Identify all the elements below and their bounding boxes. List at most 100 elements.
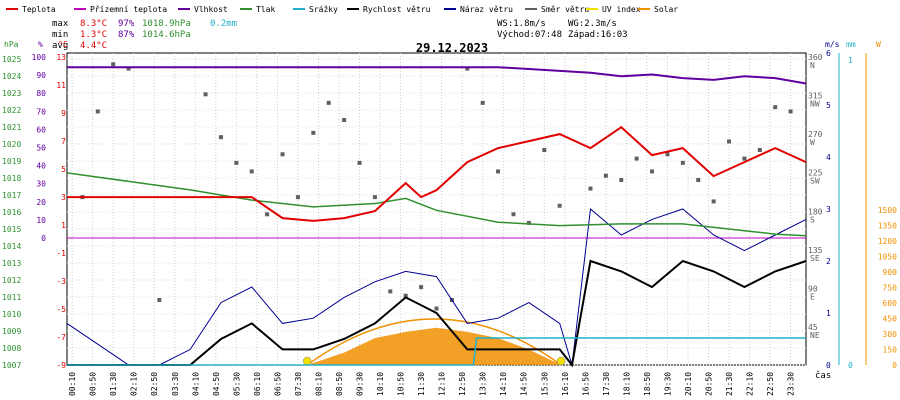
time-tick-label: 13:30: [479, 372, 488, 396]
time-tick-label: 08:10: [314, 372, 323, 396]
wind-direction-point: [357, 160, 362, 165]
time-tick-label: 02:50: [150, 372, 159, 396]
sunrise-marker: [302, 356, 312, 366]
stats-block: max 8.3°C 97% 1018.9hPa 0.2mm min 1.3°C …: [52, 19, 628, 51]
wind-direction-point: [280, 152, 285, 157]
time-tick-label: 10:10: [376, 372, 385, 396]
time-tick-label: 23:30: [787, 372, 796, 396]
time-tick-label: 04:10: [191, 372, 200, 396]
wind-direction-point: [665, 152, 670, 157]
pct-tick-label: 100: [32, 53, 47, 62]
stat-sunset: Západ:16:03: [568, 30, 628, 40]
wind-direction-point: [403, 293, 408, 298]
wind-direction-point: [95, 109, 100, 114]
legend-label-1: Přízemní teplota: [90, 5, 167, 14]
hpa-tick-label: 1011: [2, 293, 21, 302]
legend: Teplota Přízemní teplota Vlhkost Tlak Srážky…: [6, 5, 678, 14]
ms-tick-label: 5: [826, 101, 831, 110]
stat-wg: WG:2.3m/s: [568, 19, 617, 29]
w-tick-label: 300: [883, 330, 898, 339]
c-tick-label: 1: [61, 221, 66, 230]
hpa-tick-label: 1014: [2, 242, 21, 251]
w-tick-label: 1200: [878, 237, 897, 246]
wind-direction-point: [680, 160, 685, 165]
hpa-tick-label: 1025: [2, 55, 21, 64]
legend-label-9: Solar: [654, 5, 678, 14]
dir-tick-card: SW: [810, 177, 820, 186]
wind-direction-point: [419, 285, 424, 290]
time-tick-label: 00:10: [68, 372, 77, 396]
time-tick-label: 18:10: [622, 372, 631, 396]
wind-direction-point: [496, 169, 501, 174]
hpa-tick-label: 1024: [2, 72, 21, 81]
dir-tick-card: W: [810, 138, 815, 147]
hpa-tick-label: 1012: [2, 276, 21, 285]
legend-label-7: Směr větru: [541, 5, 589, 14]
pct-tick-label: 50: [36, 144, 46, 153]
dir-tick-card: E: [810, 292, 815, 301]
wind-direction-point: [588, 186, 593, 191]
time-tick-label: 10:50: [397, 372, 406, 396]
stat-avg-temp: 4.4°C: [80, 41, 107, 51]
mm-tick-label: 0: [848, 361, 853, 370]
dir-tick-deg: 45: [808, 323, 818, 332]
wind-direction-point: [311, 130, 316, 135]
ms-tick-label: 1: [826, 309, 831, 318]
wind-direction-point: [526, 220, 531, 225]
w-tick-label: 1050: [878, 253, 897, 262]
w-tick-label: 600: [883, 299, 898, 308]
ms-tick-label: 3: [826, 205, 831, 214]
legend-label-2: Vlhkost: [194, 5, 228, 14]
pct-tick-label: 20: [36, 198, 46, 207]
time-axis-label: čas: [815, 370, 831, 381]
time-tick-label: 11:30: [417, 372, 426, 396]
dir-tick-card: NW: [810, 100, 820, 109]
hpa-tick-label: 1013: [2, 259, 21, 268]
dir-tick-deg: 360: [808, 53, 823, 62]
pct-tick-label: 90: [36, 71, 46, 80]
time-tick-label: 15:30: [540, 372, 549, 396]
hpa-tick-label: 1017: [2, 191, 21, 200]
hpa-tick-label: 1007: [2, 361, 21, 370]
c-tick-label: 9: [61, 109, 66, 118]
wind-direction-point: [218, 135, 223, 140]
time-tick-label: 16:50: [581, 372, 590, 396]
pct-tick-label: 80: [36, 89, 46, 98]
hpa-tick-label: 1019: [2, 157, 21, 166]
c-tick-label: -7: [56, 333, 66, 342]
plot-area: [66, 62, 807, 368]
wind-direction-point: [234, 160, 239, 165]
time-tick-label: 12:50: [458, 372, 467, 396]
wind-direction-point: [557, 203, 562, 208]
hpa-tick-label: 1022: [2, 106, 21, 115]
time-tick-label: 22:10: [746, 372, 755, 396]
wind-direction-point: [742, 156, 747, 161]
stat-avg-label: avg: [52, 41, 68, 51]
stat-max-temp: 8.3°C: [80, 19, 107, 29]
wind-direction-point: [711, 199, 716, 204]
time-tick-label: 08:50: [335, 372, 344, 396]
pct-tick-label: 70: [36, 107, 46, 116]
time-tick-label: 20:50: [704, 372, 713, 396]
stat-max-rain: 0.2mm: [210, 19, 237, 29]
time-tick-label: 09:30: [356, 372, 365, 396]
time-tick-label: 20:10: [684, 372, 693, 396]
mm-unit: mm: [846, 40, 856, 49]
time-tick-label: 14:10: [499, 372, 508, 396]
wind-direction-point: [295, 195, 300, 200]
c-tick-label: -3: [56, 277, 66, 286]
wind-direction-point: [203, 92, 208, 97]
c-tick-label: -9: [56, 361, 66, 370]
time-tick-label: 01:30: [109, 372, 118, 396]
grid: [66, 52, 807, 366]
wind-direction-point: [265, 212, 270, 217]
wind-direction-point: [249, 169, 254, 174]
dir-tick-deg: 135: [808, 246, 823, 255]
dir-tick-deg: 315: [808, 92, 823, 101]
pct-unit: %: [38, 40, 43, 49]
time-tick-label: 06:10: [253, 372, 262, 396]
c-tick-label: 13: [56, 53, 66, 62]
time-tick-label: 06:50: [273, 372, 282, 396]
wind-direction-point: [773, 105, 778, 110]
